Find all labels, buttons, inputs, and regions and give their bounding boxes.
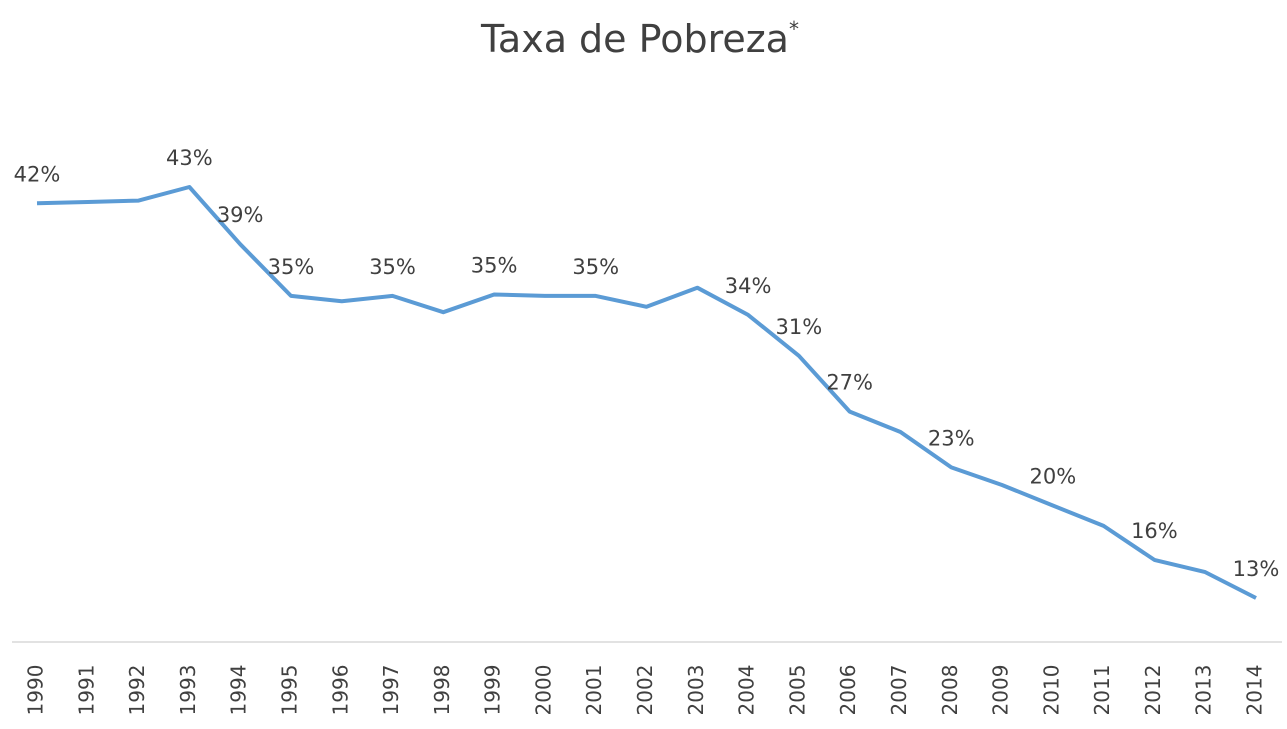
x-tick-label: 2001 <box>582 665 606 716</box>
x-tick-label: 2002 <box>633 665 657 716</box>
x-tick-label: 1998 <box>430 665 454 716</box>
x-tick-label: 1992 <box>125 665 149 716</box>
x-tick-label: 1990 <box>24 665 48 716</box>
data-label: 42% <box>14 162 61 186</box>
x-tick-label: 2009 <box>989 665 1013 716</box>
data-label: 16% <box>1131 519 1178 543</box>
data-label: 20% <box>1029 464 1076 488</box>
data-label: 35% <box>471 254 518 278</box>
data-label: 35% <box>268 255 315 279</box>
data-label: 35% <box>369 255 416 279</box>
data-label: 43% <box>166 146 213 170</box>
x-tick-label: 1991 <box>74 665 98 716</box>
x-tick-label: 2003 <box>684 665 708 716</box>
x-tick-label: 2008 <box>938 665 962 716</box>
title-text: Taxa de Pobreza <box>480 17 789 61</box>
data-label: 39% <box>217 203 264 227</box>
line <box>36 185 1257 600</box>
x-tick-label: 2010 <box>1039 665 1063 716</box>
chart-title: Taxa de Pobreza* <box>480 17 799 61</box>
x-tick-label: 2005 <box>785 665 809 716</box>
x-tick-label: 2014 <box>1243 665 1267 716</box>
x-tick-label: 1999 <box>481 665 505 716</box>
x-tick-label: 1996 <box>328 665 352 716</box>
data-label: 23% <box>928 426 975 450</box>
x-tick-label: 2011 <box>1090 665 1114 716</box>
x-tick-label: 1995 <box>277 665 301 716</box>
x-tick-label: 1997 <box>379 665 403 716</box>
data-label: 34% <box>725 274 772 298</box>
x-tick-label: 1993 <box>176 665 200 716</box>
title-note: * <box>789 17 799 41</box>
x-tick-label: 2007 <box>887 665 911 716</box>
data-label: 35% <box>572 255 619 279</box>
data-label: 13% <box>1233 557 1280 581</box>
x-tick-label: 2012 <box>1141 665 1165 716</box>
x-tick-label: 2004 <box>735 665 759 716</box>
x-tick-label: 2006 <box>836 665 860 716</box>
x-tick-label: 2013 <box>1192 665 1216 716</box>
data-label: 27% <box>826 371 873 395</box>
data-label: 31% <box>776 315 823 339</box>
x-tick-label: 1994 <box>227 665 251 716</box>
x-tick-label: 2000 <box>531 665 555 716</box>
